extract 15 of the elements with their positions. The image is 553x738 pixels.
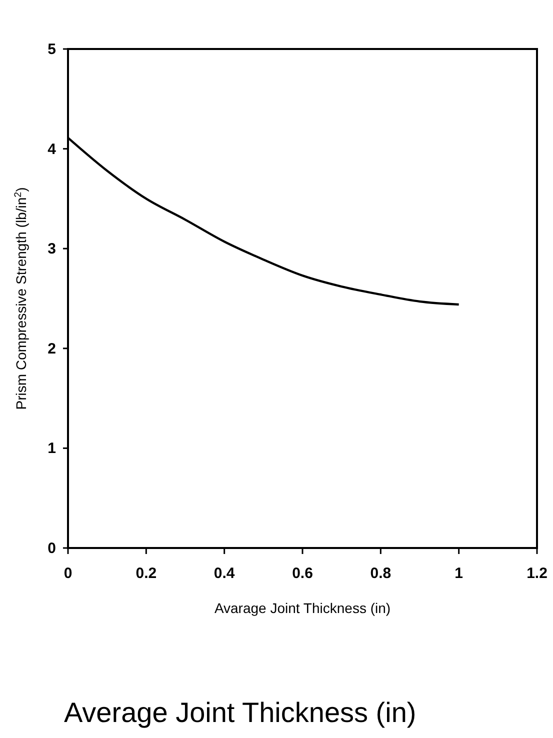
y-tick-label: 3: [48, 240, 56, 258]
x-axis-title: Avarage Joint Thickness (in): [214, 600, 391, 616]
x-tick-label: 1.2: [526, 565, 548, 582]
y-tick-label: 0: [48, 540, 56, 557]
y-tick-label: 4: [48, 140, 57, 158]
text: Average Joint Thickness (in): [64, 697, 416, 728]
y-tick-label: 2: [48, 340, 56, 358]
x-tick-label: 0.6: [292, 565, 313, 582]
x-tick-label: 0: [64, 565, 72, 582]
x-tick-label: 0.4: [214, 565, 236, 582]
x-tick-label: 1: [454, 565, 464, 582]
x-tick-label: 0.2: [136, 565, 157, 582]
x-tick-label: 0.8: [370, 565, 392, 582]
y-tick-label: 1: [48, 440, 56, 458]
y-tick-label: 5: [48, 41, 56, 58]
